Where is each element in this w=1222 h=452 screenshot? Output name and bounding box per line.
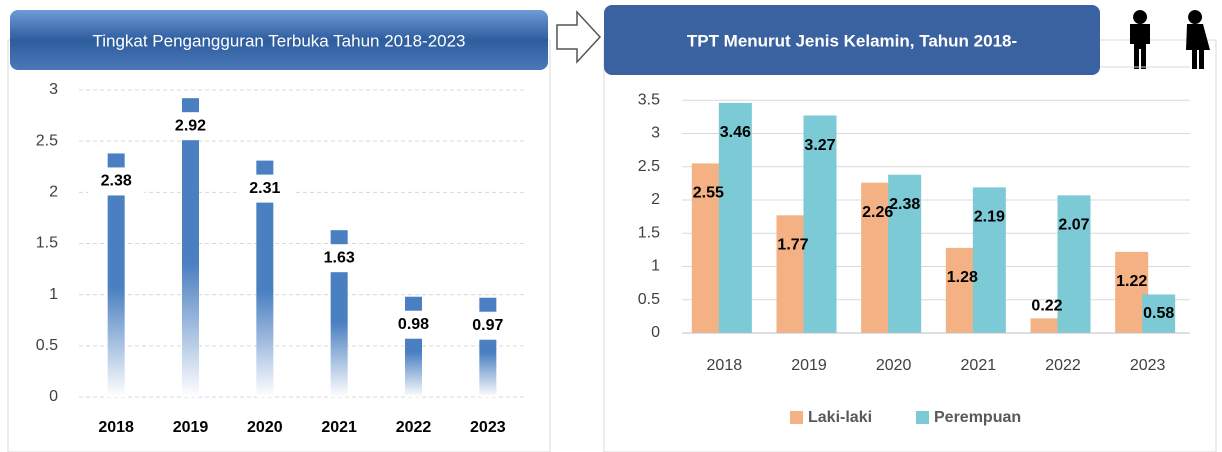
label-bg [311,244,368,273]
y-tick-label: 0 [651,324,660,341]
y-tick-label: 3.5 [638,91,660,108]
value-label: 0.58 [1143,305,1174,322]
bar [803,115,837,333]
bar [1030,318,1064,333]
bar [888,174,922,333]
y-tick-label: 1 [651,258,660,275]
value-label: 3.46 [720,124,751,141]
value-label: 2.38 [101,173,132,190]
y-tick-label: 0.5 [638,291,660,308]
label-bg [88,167,145,196]
legend-label: Laki-laki [808,409,872,426]
x-tick-label: 2021 [961,357,997,374]
x-tick-label: 2023 [470,419,506,436]
title-box [10,10,548,70]
y-tick-label: 0.5 [36,337,58,354]
left-panel [7,39,551,452]
x-tick-label: 2022 [396,419,432,436]
value-label: 1.77 [777,237,808,254]
bar [1057,195,1091,333]
y-tick-label: 2 [651,191,660,208]
x-tick-label: 2021 [321,419,357,436]
label-bg [459,311,516,340]
y-tick-label: 1.5 [36,235,58,252]
x-tick-label: 2018 [707,357,743,374]
y-tick-label: 2 [49,184,58,201]
y-tick-label: 0 [49,388,58,405]
chart-title: TPT Menurut Jenis Kelamin, Tahun 2018- [687,31,1017,50]
label-bg [236,174,293,203]
title-box [604,5,1100,75]
y-tick-label: 2.5 [36,132,58,149]
value-label: 2.26 [862,204,893,221]
female-icon [1186,10,1210,69]
chart-title: Tingkat Pengangguran Terbuka Tahun 2018-… [92,31,465,50]
value-label: 1.63 [324,249,355,266]
x-tick-label: 2022 [1045,357,1081,374]
male-icon [1130,10,1150,69]
legend-swatch [916,411,929,424]
bar [182,98,199,397]
bar [972,187,1006,333]
label-bg [162,112,219,141]
value-label: 0.22 [1031,298,1062,315]
y-tick-label: 2.5 [638,158,660,175]
value-label: 0.98 [398,316,429,333]
value-label: 0.97 [472,317,503,334]
value-label: 2.92 [175,117,206,134]
legend-swatch [790,411,803,424]
value-label: 2.38 [889,196,920,213]
value-label: 2.31 [249,180,280,197]
bar [256,160,274,397]
bar [1142,294,1176,333]
bar [718,102,752,333]
x-tick-label: 2019 [173,419,209,436]
y-tick-label: 3 [651,125,660,142]
x-tick-label: 2019 [791,357,827,374]
x-tick-label: 2023 [1130,357,1166,374]
value-label: 3.27 [804,137,835,154]
y-tick-label: 1.5 [638,224,660,241]
x-tick-label: 2020 [247,419,283,436]
y-tick-label: 3 [49,81,58,98]
legend-label: Perempuan [934,409,1021,426]
y-tick-label: 1 [49,286,58,303]
value-label: 1.28 [947,269,978,286]
value-label: 2.19 [974,209,1005,226]
value-label: 2.07 [1058,217,1089,234]
label-bg [385,310,442,339]
x-tick-label: 2020 [876,357,912,374]
bar [107,153,125,397]
arrow [556,10,602,64]
x-tick-label: 2018 [98,419,134,436]
value-label: 2.55 [693,185,724,202]
value-label: 1.22 [1116,273,1147,290]
